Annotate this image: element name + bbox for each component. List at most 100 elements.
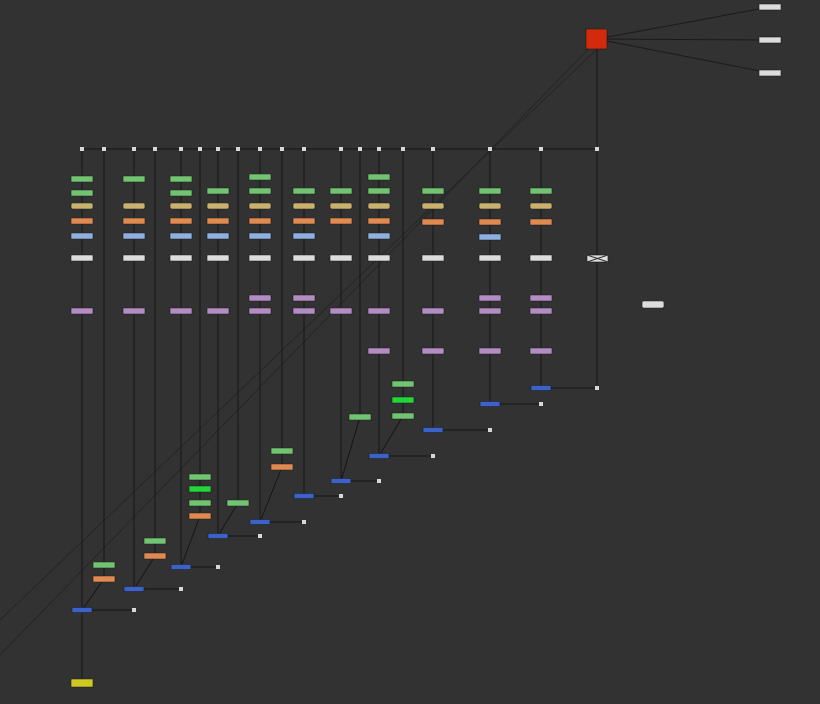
dot-node[interactable] [302,147,306,151]
graph-node[interactable] [422,427,444,433]
graph-node[interactable] [122,175,146,183]
graph-node[interactable] [169,254,193,262]
graph-node[interactable] [478,307,502,315]
dot-node[interactable] [132,608,136,612]
graph-node[interactable] [530,385,552,391]
graph-node[interactable] [479,401,501,407]
graph-node[interactable] [292,232,316,240]
graph-node[interactable] [70,254,94,262]
output-node[interactable] [758,3,782,11]
graph-node[interactable] [70,678,94,688]
graph-node[interactable] [330,478,352,484]
graph-node[interactable] [478,187,502,195]
graph-node[interactable] [478,347,502,355]
graph-node[interactable] [188,499,212,507]
graph-node[interactable] [421,254,445,262]
graph-node[interactable] [70,175,94,183]
dot-node[interactable] [132,147,136,151]
graph-node[interactable] [122,307,146,315]
graph-node[interactable] [421,307,445,315]
graph-node[interactable] [293,493,315,499]
dot-node[interactable] [595,386,599,390]
graph-node[interactable] [292,254,316,262]
graph-node[interactable] [391,396,415,404]
dot-node[interactable] [377,479,381,483]
graph-node[interactable] [367,217,391,225]
graph-node[interactable] [226,499,250,507]
graph-node[interactable] [329,217,353,225]
graph-node[interactable] [367,173,391,181]
graph-node[interactable] [421,218,445,226]
graph-node[interactable] [123,586,145,592]
graph-node[interactable] [270,447,294,455]
graph-node[interactable] [529,307,553,315]
graph-node[interactable] [391,412,415,420]
dot-node[interactable] [236,147,240,151]
graph-node[interactable] [143,552,167,560]
dot-node[interactable] [102,147,106,151]
graph-node[interactable] [329,254,353,262]
dot-node[interactable] [198,147,202,151]
graph-node[interactable] [169,175,193,183]
graph-node[interactable] [329,202,353,210]
graph-node[interactable] [170,564,192,570]
graph-node[interactable] [188,512,212,520]
graph-node[interactable] [206,187,230,195]
graph-node[interactable] [71,607,93,613]
graph-node[interactable] [92,561,116,569]
graph-node[interactable] [248,217,272,225]
graph-node[interactable] [248,202,272,210]
source-node[interactable] [585,28,608,50]
dot-node[interactable] [280,147,284,151]
graph-node[interactable] [367,202,391,210]
dot-node[interactable] [216,565,220,569]
dot-node[interactable] [539,402,543,406]
graph-node[interactable] [421,187,445,195]
graph-node[interactable] [529,187,553,195]
graph-node[interactable] [143,537,167,545]
graph-node[interactable] [367,307,391,315]
graph-node[interactable] [478,233,502,241]
graph-node[interactable] [292,217,316,225]
graph-node[interactable] [188,473,212,481]
graph-node[interactable] [368,453,390,459]
graph-node[interactable] [421,202,445,210]
graph-node[interactable] [70,189,94,197]
graph-node[interactable] [206,217,230,225]
graph-node[interactable] [292,202,316,210]
graph-node[interactable] [169,307,193,315]
graph-node[interactable] [249,519,271,525]
graph-node[interactable] [122,232,146,240]
graph-node[interactable] [169,202,193,210]
graph-node[interactable] [478,202,502,210]
dot-node[interactable] [179,587,183,591]
graph-node[interactable] [248,307,272,315]
graph-node[interactable] [206,232,230,240]
graph-node[interactable] [529,294,553,302]
graph-node[interactable] [70,202,94,210]
graph-node[interactable] [188,485,212,493]
dot-node[interactable] [302,520,306,524]
graph-node[interactable] [292,294,316,302]
isolated-node[interactable] [641,300,665,309]
dot-node[interactable] [80,147,84,151]
graph-node[interactable] [478,294,502,302]
graph-node[interactable] [169,217,193,225]
output-node[interactable] [758,69,782,77]
graph-node[interactable] [348,413,372,421]
dot-node[interactable] [488,147,492,151]
dot-node[interactable] [179,147,183,151]
dot-node[interactable] [258,147,262,151]
graph-node[interactable] [248,254,272,262]
dot-node[interactable] [153,147,157,151]
graph-node[interactable] [478,218,502,226]
graph-node[interactable] [206,202,230,210]
graph-node[interactable] [329,307,353,315]
graph-node[interactable] [206,254,230,262]
graph-node[interactable] [248,173,272,181]
graph-node[interactable] [367,254,391,262]
graph-node[interactable] [207,533,229,539]
dot-node[interactable] [595,147,599,151]
graph-node[interactable] [391,380,415,388]
graph-node[interactable] [529,202,553,210]
